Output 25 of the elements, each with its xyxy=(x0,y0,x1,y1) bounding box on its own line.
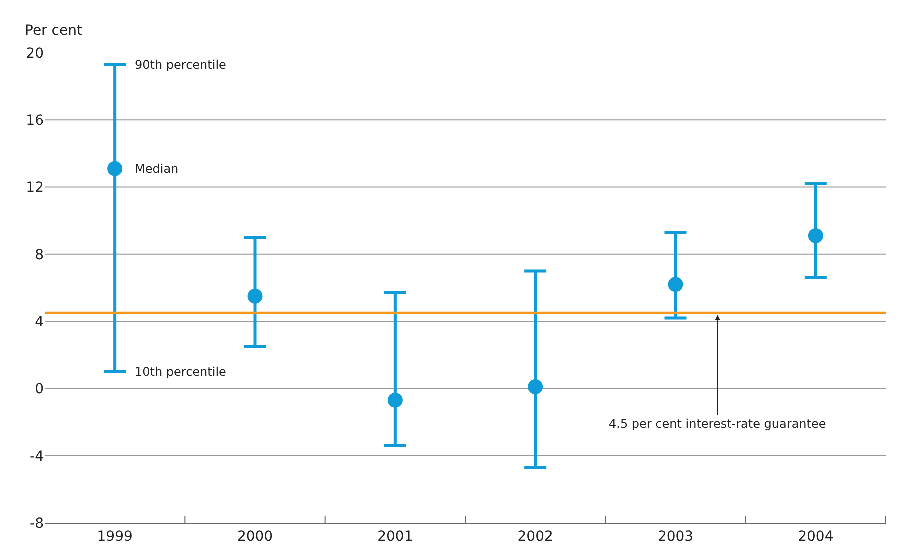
annotation: 10th percentile xyxy=(135,365,226,379)
x-tick-label: 2002 xyxy=(518,528,554,545)
y-tick-label: 12 xyxy=(26,180,44,196)
x-tick-label: 2004 xyxy=(798,528,834,545)
y-axis-title: Per cent xyxy=(25,23,83,39)
annotation: Median xyxy=(135,162,179,176)
y-tick-label: 4 xyxy=(35,314,44,330)
y-tick-label: 8 xyxy=(35,247,44,264)
y-tick-label: 16 xyxy=(26,113,44,130)
point xyxy=(808,228,824,244)
x-tick-label: 1999 xyxy=(97,528,133,545)
y-tick-label: -8 xyxy=(30,516,44,532)
x-tick-label: 2000 xyxy=(237,528,274,545)
y-tick-label: -4 xyxy=(30,448,44,465)
point xyxy=(108,161,123,176)
point xyxy=(248,288,263,304)
point xyxy=(668,277,684,292)
point xyxy=(528,380,544,395)
annotation: 90th percentile xyxy=(135,58,226,72)
y-tick-label: 20 xyxy=(26,46,44,62)
y-tick-label: 0 xyxy=(35,382,44,398)
ref-line-label: 4.5 per cent interest-rate guarantee xyxy=(609,417,826,431)
point xyxy=(388,392,403,408)
x-tick-label: 2001 xyxy=(378,528,414,545)
x-tick-label: 2003 xyxy=(658,528,694,545)
